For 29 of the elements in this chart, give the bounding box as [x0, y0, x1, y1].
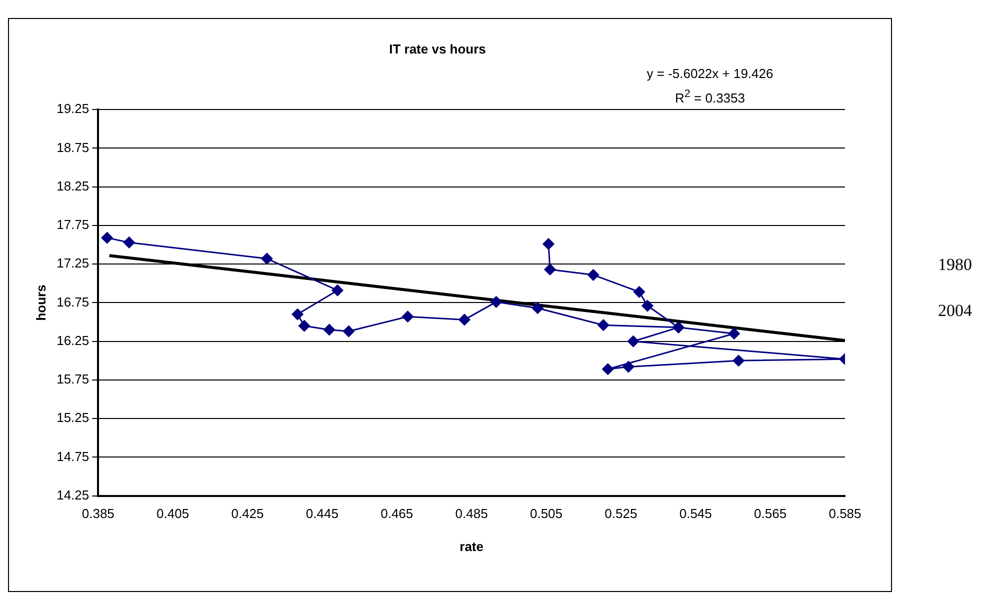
x-tick-label: 0.565 — [754, 506, 787, 522]
x-tick-label: 0.405 — [156, 506, 190, 522]
x-tick-label: 0.425 — [231, 506, 264, 522]
x-tick-label: 0.445 — [306, 506, 338, 522]
y-axis-title: hours — [33, 284, 48, 321]
y-tick-label: 19.25 — [56, 101, 90, 116]
y-tick-label: 18.25 — [56, 178, 90, 194]
x-tick-label: 0.485 — [455, 506, 488, 522]
x-tick-label: 0.525 — [604, 506, 638, 522]
text: y = -5.6022x + 19.426 — [646, 65, 774, 83]
y-tick-label: 15.25 — [56, 410, 90, 426]
y-tick-label: 16.75 — [56, 294, 90, 310]
chart-title: IT rate vs hours — [389, 41, 486, 56]
y-tick-label: 14.75 — [56, 448, 90, 464]
x-tick-label: 0.465 — [380, 506, 414, 522]
y-tick-label: 14.25 — [56, 487, 90, 502]
y-tick-label: 17.25 — [56, 256, 90, 271]
y-tick-label: 18.75 — [56, 140, 90, 155]
text: 2004 — [938, 300, 972, 322]
y-tick-label: 15.75 — [56, 372, 90, 387]
y-tick-label: 17.75 — [56, 217, 90, 232]
x-tick-label: 0.545 — [679, 506, 712, 522]
text: 1980 — [938, 254, 972, 276]
x-tick-label: 0.585 — [828, 506, 862, 522]
text: R$^{2}$ = 0.3353 — [674, 87, 746, 108]
x-tick-label: 0.385 — [82, 506, 114, 522]
x-axis-title: rate — [460, 538, 484, 554]
y-tick-label: 16.25 — [56, 332, 90, 348]
x-tick-label: 0.505 — [530, 506, 563, 522]
